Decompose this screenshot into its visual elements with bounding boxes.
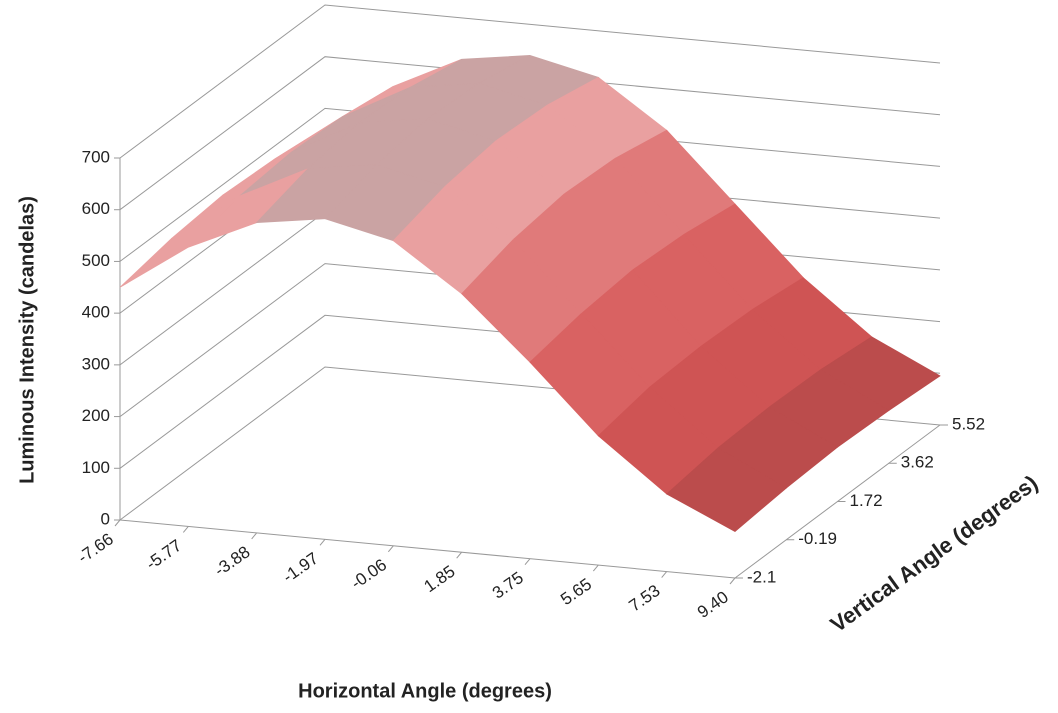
depth-tick-label: 3.62 [901, 453, 934, 472]
grid-line [119, 107, 941, 262]
x-tick-label: 1.85 [421, 562, 459, 597]
y-tick-label: 0 [101, 509, 110, 528]
depth-tick-label: -0.19 [798, 529, 837, 548]
x-tick-label: 5.65 [557, 574, 595, 609]
y-tick-label: 600 [82, 199, 110, 218]
y-tick-label: 400 [82, 303, 110, 322]
x-tick [387, 545, 394, 553]
depth-tick-label: 5.52 [952, 414, 985, 433]
x-tick-label: 9.40 [694, 587, 732, 622]
y-tick-label: 500 [82, 251, 110, 270]
x-tick [661, 571, 668, 578]
y-tick-label: 700 [82, 147, 110, 166]
x-tick [524, 558, 531, 565]
y-tick-label: 200 [82, 406, 110, 425]
x-tick-label: -7.66 [74, 529, 117, 567]
depth-tick-label: 1.72 [850, 491, 883, 510]
surface-patch [666, 447, 787, 532]
x-tick-label: -3.88 [211, 542, 254, 580]
x-tick-label: -1.97 [279, 549, 322, 587]
grid-line [119, 56, 941, 211]
x-tick [114, 519, 121, 527]
y-axis-title: Luminous Intensity (candelas) [16, 196, 38, 484]
x-tick [182, 526, 189, 533]
x-tick [456, 551, 463, 559]
depth-tick-label: -2.1 [747, 567, 776, 586]
x-tick-label: -0.06 [348, 555, 391, 593]
x-tick-label: 7.53 [626, 581, 664, 616]
surface-patch [119, 195, 240, 288]
y-tick-label: 100 [82, 458, 110, 477]
x-tick [729, 577, 736, 585]
x-tick [319, 539, 326, 546]
x-tick-label: -5.77 [143, 536, 186, 574]
y-tick-label: 300 [82, 354, 110, 373]
x-tick [592, 564, 599, 572]
x-tick [251, 532, 258, 540]
x-axis-title: Horizontal Angle (degrees) [298, 680, 552, 702]
grid-line [119, 4, 941, 159]
x-tick-label: 3.75 [489, 568, 527, 603]
